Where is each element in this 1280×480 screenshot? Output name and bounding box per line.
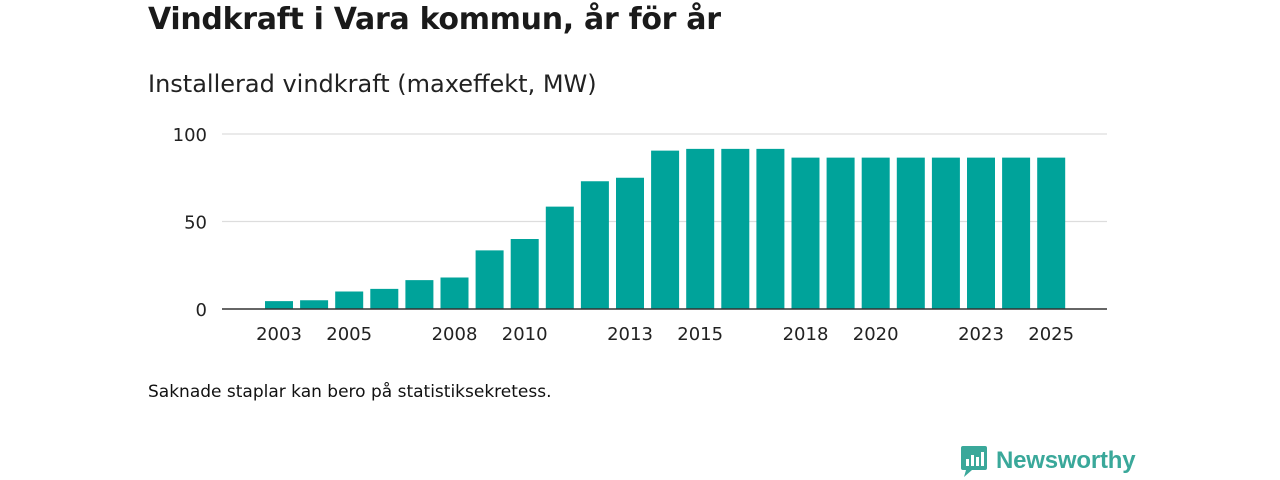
x-tick-label: 2020 bbox=[853, 324, 899, 345]
y-tick-label: 50 bbox=[184, 213, 207, 234]
bar-2013 bbox=[616, 177, 644, 309]
x-tick-label: 2005 bbox=[326, 324, 372, 345]
bar-2014 bbox=[651, 150, 680, 309]
chart-title: Vindkraft i Vara kommun, år för år bbox=[148, 2, 721, 37]
bar-2015 bbox=[686, 148, 715, 309]
bar-2020 bbox=[861, 157, 890, 309]
bar-2006 bbox=[370, 288, 399, 309]
bar-2004 bbox=[300, 300, 329, 309]
bar-2018 bbox=[791, 157, 820, 309]
bar-2003 bbox=[265, 301, 293, 309]
x-tick-label: 2023 bbox=[958, 324, 1004, 345]
bar-2010 bbox=[510, 239, 539, 309]
y-tick-label: 100 bbox=[173, 125, 207, 146]
x-tick-label: 2010 bbox=[502, 324, 548, 345]
brand-logo[interactable]: Newsworthy bbox=[960, 444, 1136, 478]
x-tick-label: 2015 bbox=[677, 324, 723, 345]
x-tick-label: 2013 bbox=[607, 324, 653, 345]
footnote: Saknade staplar kan bero på statistiksek… bbox=[148, 382, 552, 402]
brand-name: Newsworthy bbox=[996, 447, 1136, 474]
bar-2025 bbox=[1037, 157, 1066, 309]
x-tick-label: 2018 bbox=[783, 324, 829, 345]
bar-2023 bbox=[967, 157, 995, 309]
bar-2021 bbox=[896, 157, 925, 309]
bar-2012 bbox=[580, 181, 609, 309]
bar-2007 bbox=[405, 280, 434, 309]
axes: 0 50 100 2003 2005 2008 2010 2013 2015 2018 2020 20… bbox=[173, 125, 1107, 345]
bar-2009 bbox=[475, 250, 504, 309]
bar-2017 bbox=[756, 148, 785, 309]
x-tick-label: 2025 bbox=[1028, 324, 1074, 345]
bar-2024 bbox=[1002, 157, 1031, 309]
bar-2019 bbox=[826, 157, 855, 309]
bar-2011 bbox=[545, 206, 574, 309]
bar-chart: 0 50 100 2003 2005 2008 2010 2013 2015 2018 2020 20… bbox=[173, 125, 1107, 345]
newsworthy-logo-icon bbox=[961, 446, 987, 477]
bar-2008 bbox=[440, 277, 469, 309]
bar-2005 bbox=[335, 291, 364, 309]
chart-subtitle: Installerad vindkraft (maxeffekt, MW) bbox=[148, 70, 597, 98]
y-tick-label: 0 bbox=[196, 300, 207, 321]
bar-2022 bbox=[931, 157, 960, 309]
bar-2016 bbox=[721, 148, 750, 309]
x-tick-label: 2008 bbox=[432, 324, 478, 345]
x-tick-label: 2003 bbox=[256, 324, 302, 345]
bars bbox=[265, 148, 1066, 309]
